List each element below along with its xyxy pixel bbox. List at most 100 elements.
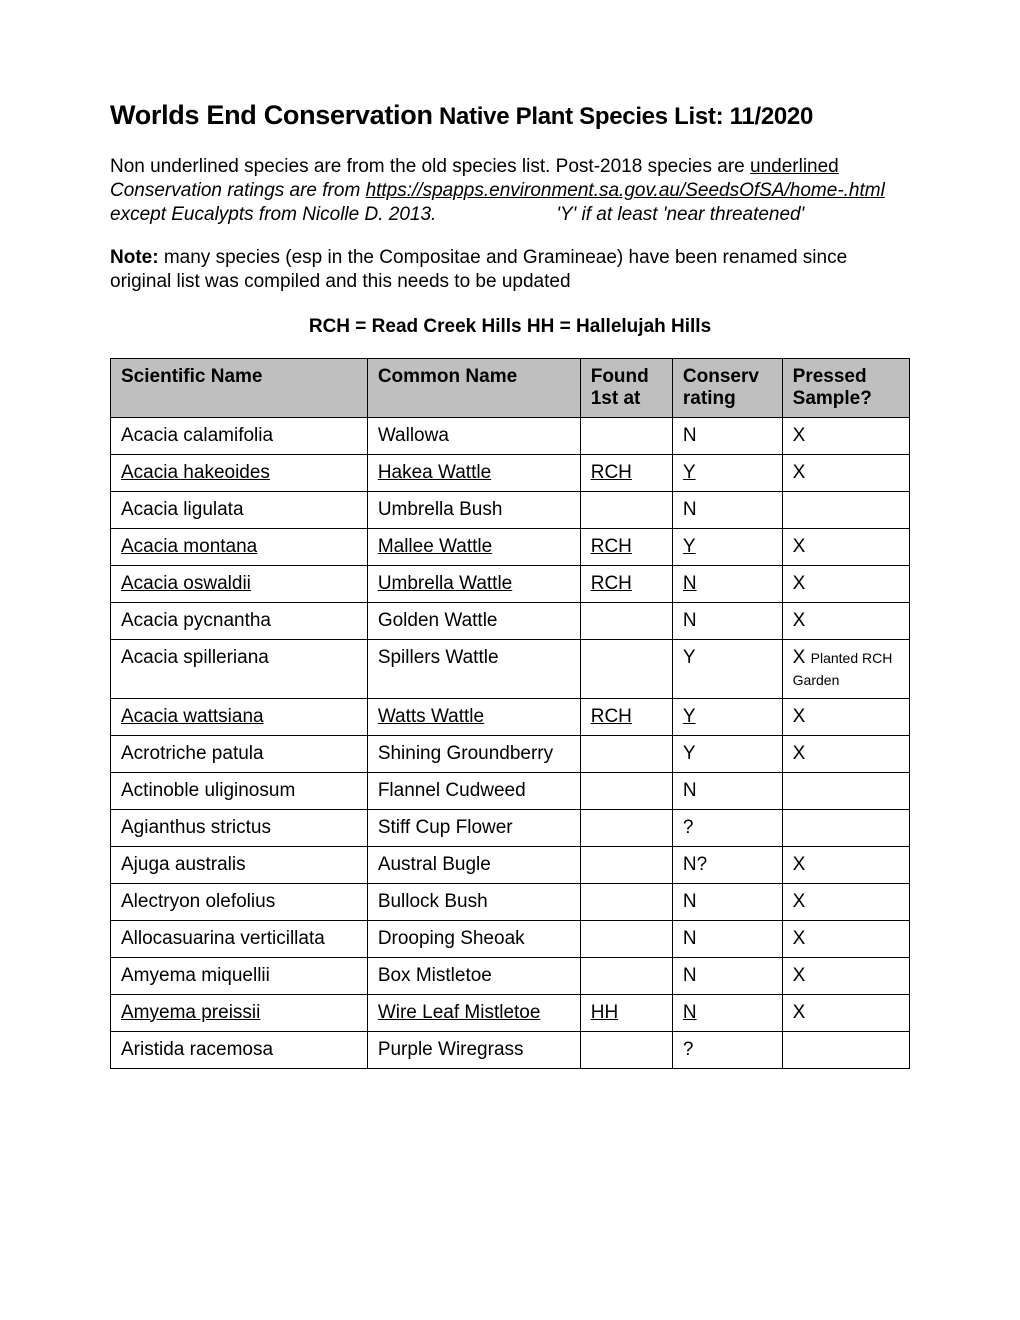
- cell-scientific-name: Agianthus strictus: [111, 809, 368, 846]
- cell-conserv-rating: N: [672, 417, 782, 454]
- table-row: Amyema preissiiWire Leaf MistletoeHHNX: [111, 994, 910, 1031]
- col-pressed-sample: Pressed Sample?: [782, 358, 909, 417]
- cell-conserv-rating: N: [672, 491, 782, 528]
- cell-common-name: Spillers Wattle: [367, 639, 580, 698]
- cell-common-name: Wallowa: [367, 417, 580, 454]
- cell-pressed-sample: X: [782, 565, 909, 602]
- cell-scientific-name: Alectryon olefolius: [111, 883, 368, 920]
- cell-conserv-rating: Y: [672, 735, 782, 772]
- table-row: Acacia montanaMallee WattleRCHYX: [111, 528, 910, 565]
- cell-scientific-name: Acacia wattsiana: [111, 698, 368, 735]
- cell-common-name: Flannel Cudweed: [367, 772, 580, 809]
- cell-common-name: Stiff Cup Flower: [367, 809, 580, 846]
- table-row: Acacia oswaldiiUmbrella WattleRCHNX: [111, 565, 910, 602]
- cell-scientific-name: Acacia montana: [111, 528, 368, 565]
- cell-found-at: HH: [580, 994, 672, 1031]
- cell-found-at: RCH: [580, 528, 672, 565]
- intro-line1b: underlined: [750, 156, 839, 177]
- cell-pressed-sample: X: [782, 735, 909, 772]
- cell-conserv-rating: Y: [672, 698, 782, 735]
- intro-line2a: Conservation ratings are from: [110, 180, 366, 201]
- table-header-row: Scientific Name Common Name Found 1st at…: [111, 358, 910, 417]
- table-row: Amyema miquelliiBox MistletoeNX: [111, 957, 910, 994]
- col-scientific-name: Scientific Name: [111, 358, 368, 417]
- cell-conserv-rating: N?: [672, 846, 782, 883]
- table-row: Ajuga australisAustral BugleN?X: [111, 846, 910, 883]
- cell-common-name: Shining Groundberry: [367, 735, 580, 772]
- cell-found-at: [580, 735, 672, 772]
- cell-conserv-rating: ?: [672, 809, 782, 846]
- cell-found-at: [580, 602, 672, 639]
- intro-line2b: except Eucalypts from Nicolle D. 2013.: [110, 204, 436, 225]
- title-sub: Native Plant Species List: 11/2020: [433, 103, 813, 130]
- cell-scientific-name: Acacia ligulata: [111, 491, 368, 528]
- cell-scientific-name: Acacia pycnantha: [111, 602, 368, 639]
- cell-pressed-sample: X: [782, 698, 909, 735]
- cell-pressed-sample: X Planted RCH Garden: [782, 639, 909, 698]
- cell-conserv-rating: N: [672, 772, 782, 809]
- cell-pressed-sample: [782, 491, 909, 528]
- cell-pressed-sample: X: [782, 920, 909, 957]
- cell-scientific-name: Allocasuarina verticillata: [111, 920, 368, 957]
- cell-pressed-sample: X: [782, 957, 909, 994]
- intro-line1a: Non underlined species are from the old …: [110, 156, 750, 177]
- table-row: Acacia spillerianaSpillers WattleYX Plan…: [111, 639, 910, 698]
- cell-scientific-name: Acacia oswaldii: [111, 565, 368, 602]
- page-title: Worlds End Conservation Native Plant Spe…: [110, 100, 910, 131]
- cell-found-at: [580, 639, 672, 698]
- cell-pressed-sample: X: [782, 846, 909, 883]
- cell-conserv-rating: N: [672, 920, 782, 957]
- cell-scientific-name: Amyema preissii: [111, 994, 368, 1031]
- document-page: Worlds End Conservation Native Plant Spe…: [0, 0, 1020, 1320]
- cell-pressed-sample: X: [782, 883, 909, 920]
- cell-found-at: [580, 417, 672, 454]
- note-text: many species (esp in the Compositae and …: [110, 247, 847, 292]
- table-row: Acacia hakeoidesHakea WattleRCHYX: [111, 454, 910, 491]
- cell-conserv-rating: ?: [672, 1031, 782, 1068]
- cell-pressed-sample: X: [782, 417, 909, 454]
- conservation-ratings-link[interactable]: https://spapps.environment.sa.gov.au/See…: [366, 180, 885, 201]
- cell-found-at: RCH: [580, 698, 672, 735]
- col-found-at: Found 1st at: [580, 358, 672, 417]
- cell-pressed-sample: [782, 772, 909, 809]
- cell-common-name: Purple Wiregrass: [367, 1031, 580, 1068]
- cell-conserv-rating: N: [672, 883, 782, 920]
- table-row: Alectryon olefoliusBullock Bush NX: [111, 883, 910, 920]
- cell-conserv-rating: Y: [672, 528, 782, 565]
- species-table: Scientific Name Common Name Found 1st at…: [110, 358, 910, 1069]
- cell-found-at: [580, 883, 672, 920]
- col-common-name: Common Name: [367, 358, 580, 417]
- cell-conserv-rating: N: [672, 957, 782, 994]
- cell-common-name: Hakea Wattle: [367, 454, 580, 491]
- table-row: Allocasuarina verticillataDrooping Sheoa…: [111, 920, 910, 957]
- legend-text: RCH = Read Creek Hills HH = Hallelujah H…: [110, 316, 910, 338]
- cell-found-at: [580, 920, 672, 957]
- cell-common-name: Watts Wattle: [367, 698, 580, 735]
- table-row: Actinoble uliginosumFlannel CudweedN: [111, 772, 910, 809]
- col-conserv-rating: Conserv rating: [672, 358, 782, 417]
- cell-scientific-name: Amyema miquellii: [111, 957, 368, 994]
- cell-common-name: Mallee Wattle: [367, 528, 580, 565]
- cell-scientific-name: Acacia spilleriana: [111, 639, 368, 698]
- cell-common-name: Bullock Bush: [367, 883, 580, 920]
- cell-found-at: [580, 846, 672, 883]
- table-row: Agianthus strictusStiff Cup Flower?: [111, 809, 910, 846]
- title-main: Worlds End Conservation: [110, 100, 433, 130]
- cell-conserv-rating: N: [672, 994, 782, 1031]
- cell-found-at: [580, 957, 672, 994]
- table-row: Acrotriche patulaShining Groundberry YX: [111, 735, 910, 772]
- cell-conserv-rating: Y: [672, 454, 782, 491]
- cell-pressed-sample: [782, 1031, 909, 1068]
- cell-found-at: [580, 491, 672, 528]
- cell-pressed-sample: X: [782, 454, 909, 491]
- cell-pressed-sample: [782, 809, 909, 846]
- cell-found-at: RCH: [580, 454, 672, 491]
- cell-scientific-name: Acrotriche patula: [111, 735, 368, 772]
- note-label: Note:: [110, 247, 159, 268]
- cell-conserv-rating: N: [672, 565, 782, 602]
- cell-pressed-sample: X: [782, 994, 909, 1031]
- cell-found-at: RCH: [580, 565, 672, 602]
- table-row: Acacia calamifoliaWallowaNX: [111, 417, 910, 454]
- cell-common-name: Wire Leaf Mistletoe: [367, 994, 580, 1031]
- cell-pressed-sample: X: [782, 602, 909, 639]
